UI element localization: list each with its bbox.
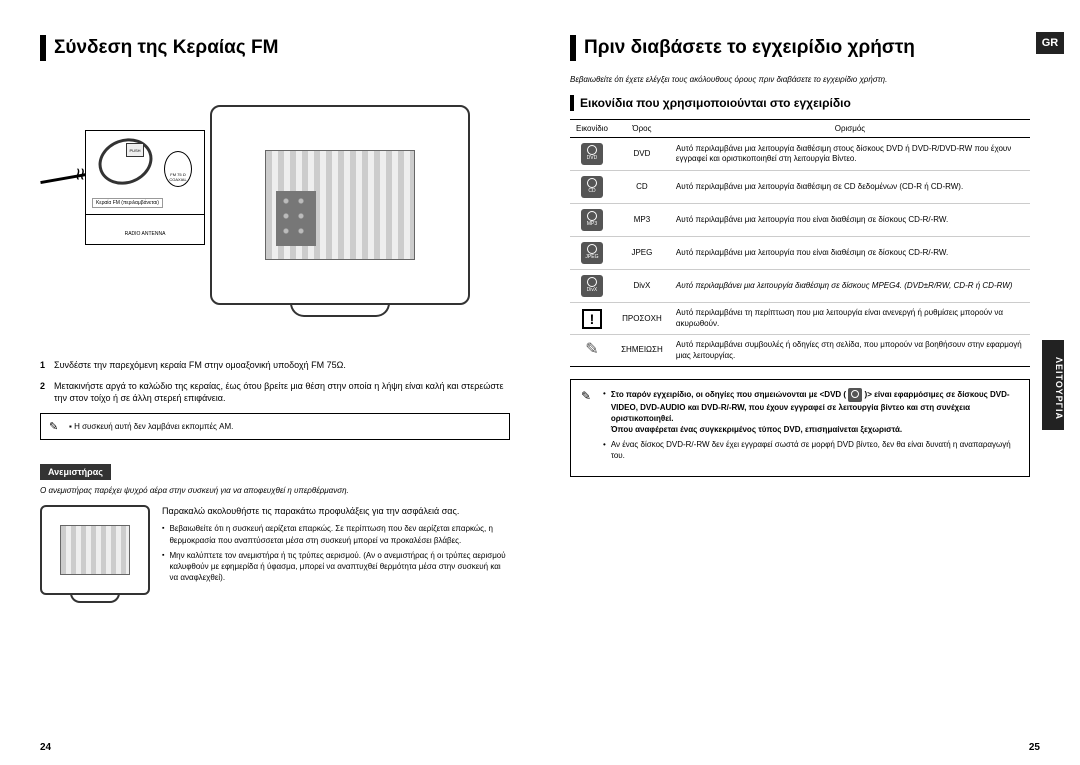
tv-stand — [290, 303, 390, 317]
table-row: JPEGJPEGΑυτό περιλαμβάνει μια λειτουργία… — [570, 237, 1030, 270]
note-box: ✎ ▪ Η συσκευή αυτή δεν λαμβάνει εκπομπές… — [40, 413, 510, 440]
th-icon: Εικονίδιο — [570, 120, 614, 138]
fan-bullet: Βεβαιωθείτε ότι η συσκευή αερίζεται επαρ… — [162, 523, 510, 545]
page-right: GR ΛΕΙΤΟΥΡΓΙΑ Πριν διαβάσετε το εγχειρίδ… — [540, 0, 1080, 765]
term-cell: DVD — [614, 138, 670, 171]
caution-icon: ! — [582, 309, 602, 329]
note-text: ▪ Η συσκευή αυτή δεν λαμβάνει εκπομπές A… — [69, 422, 233, 431]
fan-diagram — [40, 505, 150, 595]
def-cell: Αυτό περιλαμβάνει μια λειτουργία διαθέσι… — [670, 171, 1030, 204]
dvd-mini-icon — [848, 388, 862, 402]
heading-text: Πριν διαβάσετε το εγχειρίδιο χρήστη — [584, 37, 915, 59]
icon-cell: ! — [570, 303, 614, 335]
table-row: ! ΠΡΟΣΟΧΗΑυτό περιλαμβάνει τη περίπτωση π… — [570, 303, 1030, 335]
icon-cell: JPEG — [570, 237, 614, 270]
step-text: Μετακινήστε αργά το καλώδιο της κεραίας,… — [54, 380, 510, 405]
tv-ports — [276, 191, 316, 246]
dvd-icon: DVD — [581, 143, 603, 165]
heading-right: Πριν διαβάσετε το εγχειρίδιο χρήστη — [570, 35, 1030, 61]
step-number: 2 — [40, 380, 54, 405]
heading-left: Σύνδεση της Κεραίας FM — [40, 35, 510, 61]
fan-lead: Παρακαλώ ακολουθήστε τις παρακάτω προφυλ… — [162, 505, 510, 518]
antenna-diagram: ≈ PUSH FM 75 Ω COAXIAL Κεραία FM (περιλα… — [40, 75, 500, 345]
step-number: 1 — [40, 359, 54, 372]
subheading-bar — [570, 95, 574, 111]
subheading-text: Εικονίδια που χρησιμοποιούνται στο εγχει… — [580, 96, 851, 110]
term-cell: ΣΗΜΕΙΩΣΗ — [614, 335, 670, 367]
info-bullet: Αν ένας δίσκος DVD-R/-RW δεν έχει εγγραφ… — [603, 439, 1019, 461]
def-cell: Αυτό περιλαμβάνει μια λειτουργία που είν… — [670, 237, 1030, 270]
icon-cell: DivX — [570, 270, 614, 303]
table-row: MP3MP3Αυτό περιλαμβάνει μια λειτουργία π… — [570, 204, 1030, 237]
table-row: CDCDΑυτό περιλαμβάνει μια λειτουργία δια… — [570, 171, 1030, 204]
heading-text: Σύνδεση της Κεραίας FM — [54, 37, 278, 59]
page-number-left: 24 — [40, 742, 51, 753]
table-row: DivXDivXΑυτό περιλαμβάνει μια λειτουργία… — [570, 270, 1030, 303]
tv-back-panel — [265, 150, 415, 260]
antenna-included-label: Κεραία FM (περιλαμβάνεται) — [92, 198, 163, 208]
section-side-label: ΛΕΙΤΟΥΡΓΙΑ — [1042, 340, 1064, 430]
icons-table: Εικονίδιο Όρος Ορισμός DVDDVDΑυτό περιλα… — [570, 119, 1030, 367]
info-box: ✎ Στο παρόν εγχειρίδιο, οι οδηγίες που σ… — [570, 379, 1030, 477]
step-2: 2 Μετακινήστε αργά το καλώδιο της κεραία… — [40, 380, 510, 405]
icon-cell: CD — [570, 171, 614, 204]
subheading: Εικονίδια που χρησιμοποιούνται στο εγχει… — [570, 95, 1030, 111]
icon-cell: DVD — [570, 138, 614, 171]
fan-text-block: Παρακαλώ ακολουθήστε τις παρακάτω προφυλ… — [162, 505, 510, 595]
th-def: Ορισμός — [670, 120, 1030, 138]
steps-list: 1 Συνδέστε την παρεχόμενη κεραία FM στην… — [40, 359, 510, 405]
language-tab: GR — [1036, 32, 1064, 54]
antenna-port-label: FM 75 Ω COAXIAL — [164, 151, 192, 187]
term-cell: JPEG — [614, 237, 670, 270]
fan-bullet: Μην καλύπτετε τον ανεμιστήρα ή τις τρύπε… — [162, 550, 510, 584]
icon-cell: MP3 — [570, 204, 614, 237]
def-cell: Αυτό περιλαμβάνει συμβουλές ή οδηγίες στ… — [670, 335, 1030, 367]
antenna-callout: PUSH FM 75 Ω COAXIAL Κεραία FM (περιλαμβ… — [85, 130, 205, 245]
pencil-icon: ✎ — [49, 420, 63, 433]
page-left: Σύνδεση της Κεραίας FM ≈ PUSH FM 75 Ω CO… — [0, 0, 540, 765]
info-bullet: Στο παρόν εγχειρίδιο, οι οδηγίες που σημ… — [603, 388, 1019, 436]
icon-cell: ✎ — [570, 335, 614, 367]
fan-section: Ανεμιστήρας Ο ανεμιστήρας παρέχει ψυχρό … — [40, 440, 510, 595]
pencil-icon: ✎ — [585, 341, 598, 358]
pencil-icon: ✎ — [581, 388, 597, 464]
cd-icon: CD — [581, 176, 603, 198]
heading-bar — [40, 35, 46, 61]
divx-icon: DivX — [581, 275, 603, 297]
mp3-icon: MP3 — [581, 209, 603, 231]
term-cell: CD — [614, 171, 670, 204]
jpeg-icon: JPEG — [581, 242, 603, 264]
th-term: Όρος — [614, 120, 670, 138]
term-cell: DivX — [614, 270, 670, 303]
def-cell: Αυτό περιλαμβάνει μια λειτουργία διαθέσι… — [670, 138, 1030, 171]
table-row: DVDDVDΑυτό περιλαμβάνει μια λειτουργία δ… — [570, 138, 1030, 171]
term-cell: MP3 — [614, 204, 670, 237]
def-cell: Αυτό περιλαμβάνει τη περίπτωση που μια λ… — [670, 303, 1030, 335]
step-text: Συνδέστε την παρεχόμενη κεραία FM στην ο… — [54, 359, 346, 372]
heading-bar — [570, 35, 576, 61]
fan-header: Ανεμιστήρας — [40, 464, 111, 480]
term-cell: ΠΡΟΣΟΧΗ — [614, 303, 670, 335]
subtitle: Βεβαιωθείτε ότι έχετε ελέγξει τους ακόλο… — [570, 75, 1030, 85]
fan-intro: Ο ανεμιστήρας παρέχει ψυχρό αέρα στην συ… — [40, 486, 510, 495]
page-number-right: 25 — [1029, 742, 1040, 753]
plug-label: PUSH — [126, 143, 144, 157]
tv-back-outline — [210, 105, 470, 305]
def-cell: Αυτό περιλαμβάνει μια λειτουργία διαθέσι… — [670, 270, 1030, 303]
antenna-bottom-label: RADIO ANTENNA — [86, 214, 204, 244]
step-1: 1 Συνδέστε την παρεχόμενη κεραία FM στην… — [40, 359, 510, 372]
table-row: ✎ ΣΗΜΕΙΩΣΗΑυτό περιλαμβάνει συμβουλές ή ο… — [570, 335, 1030, 367]
def-cell: Αυτό περιλαμβάνει μια λειτουργία που είν… — [670, 204, 1030, 237]
